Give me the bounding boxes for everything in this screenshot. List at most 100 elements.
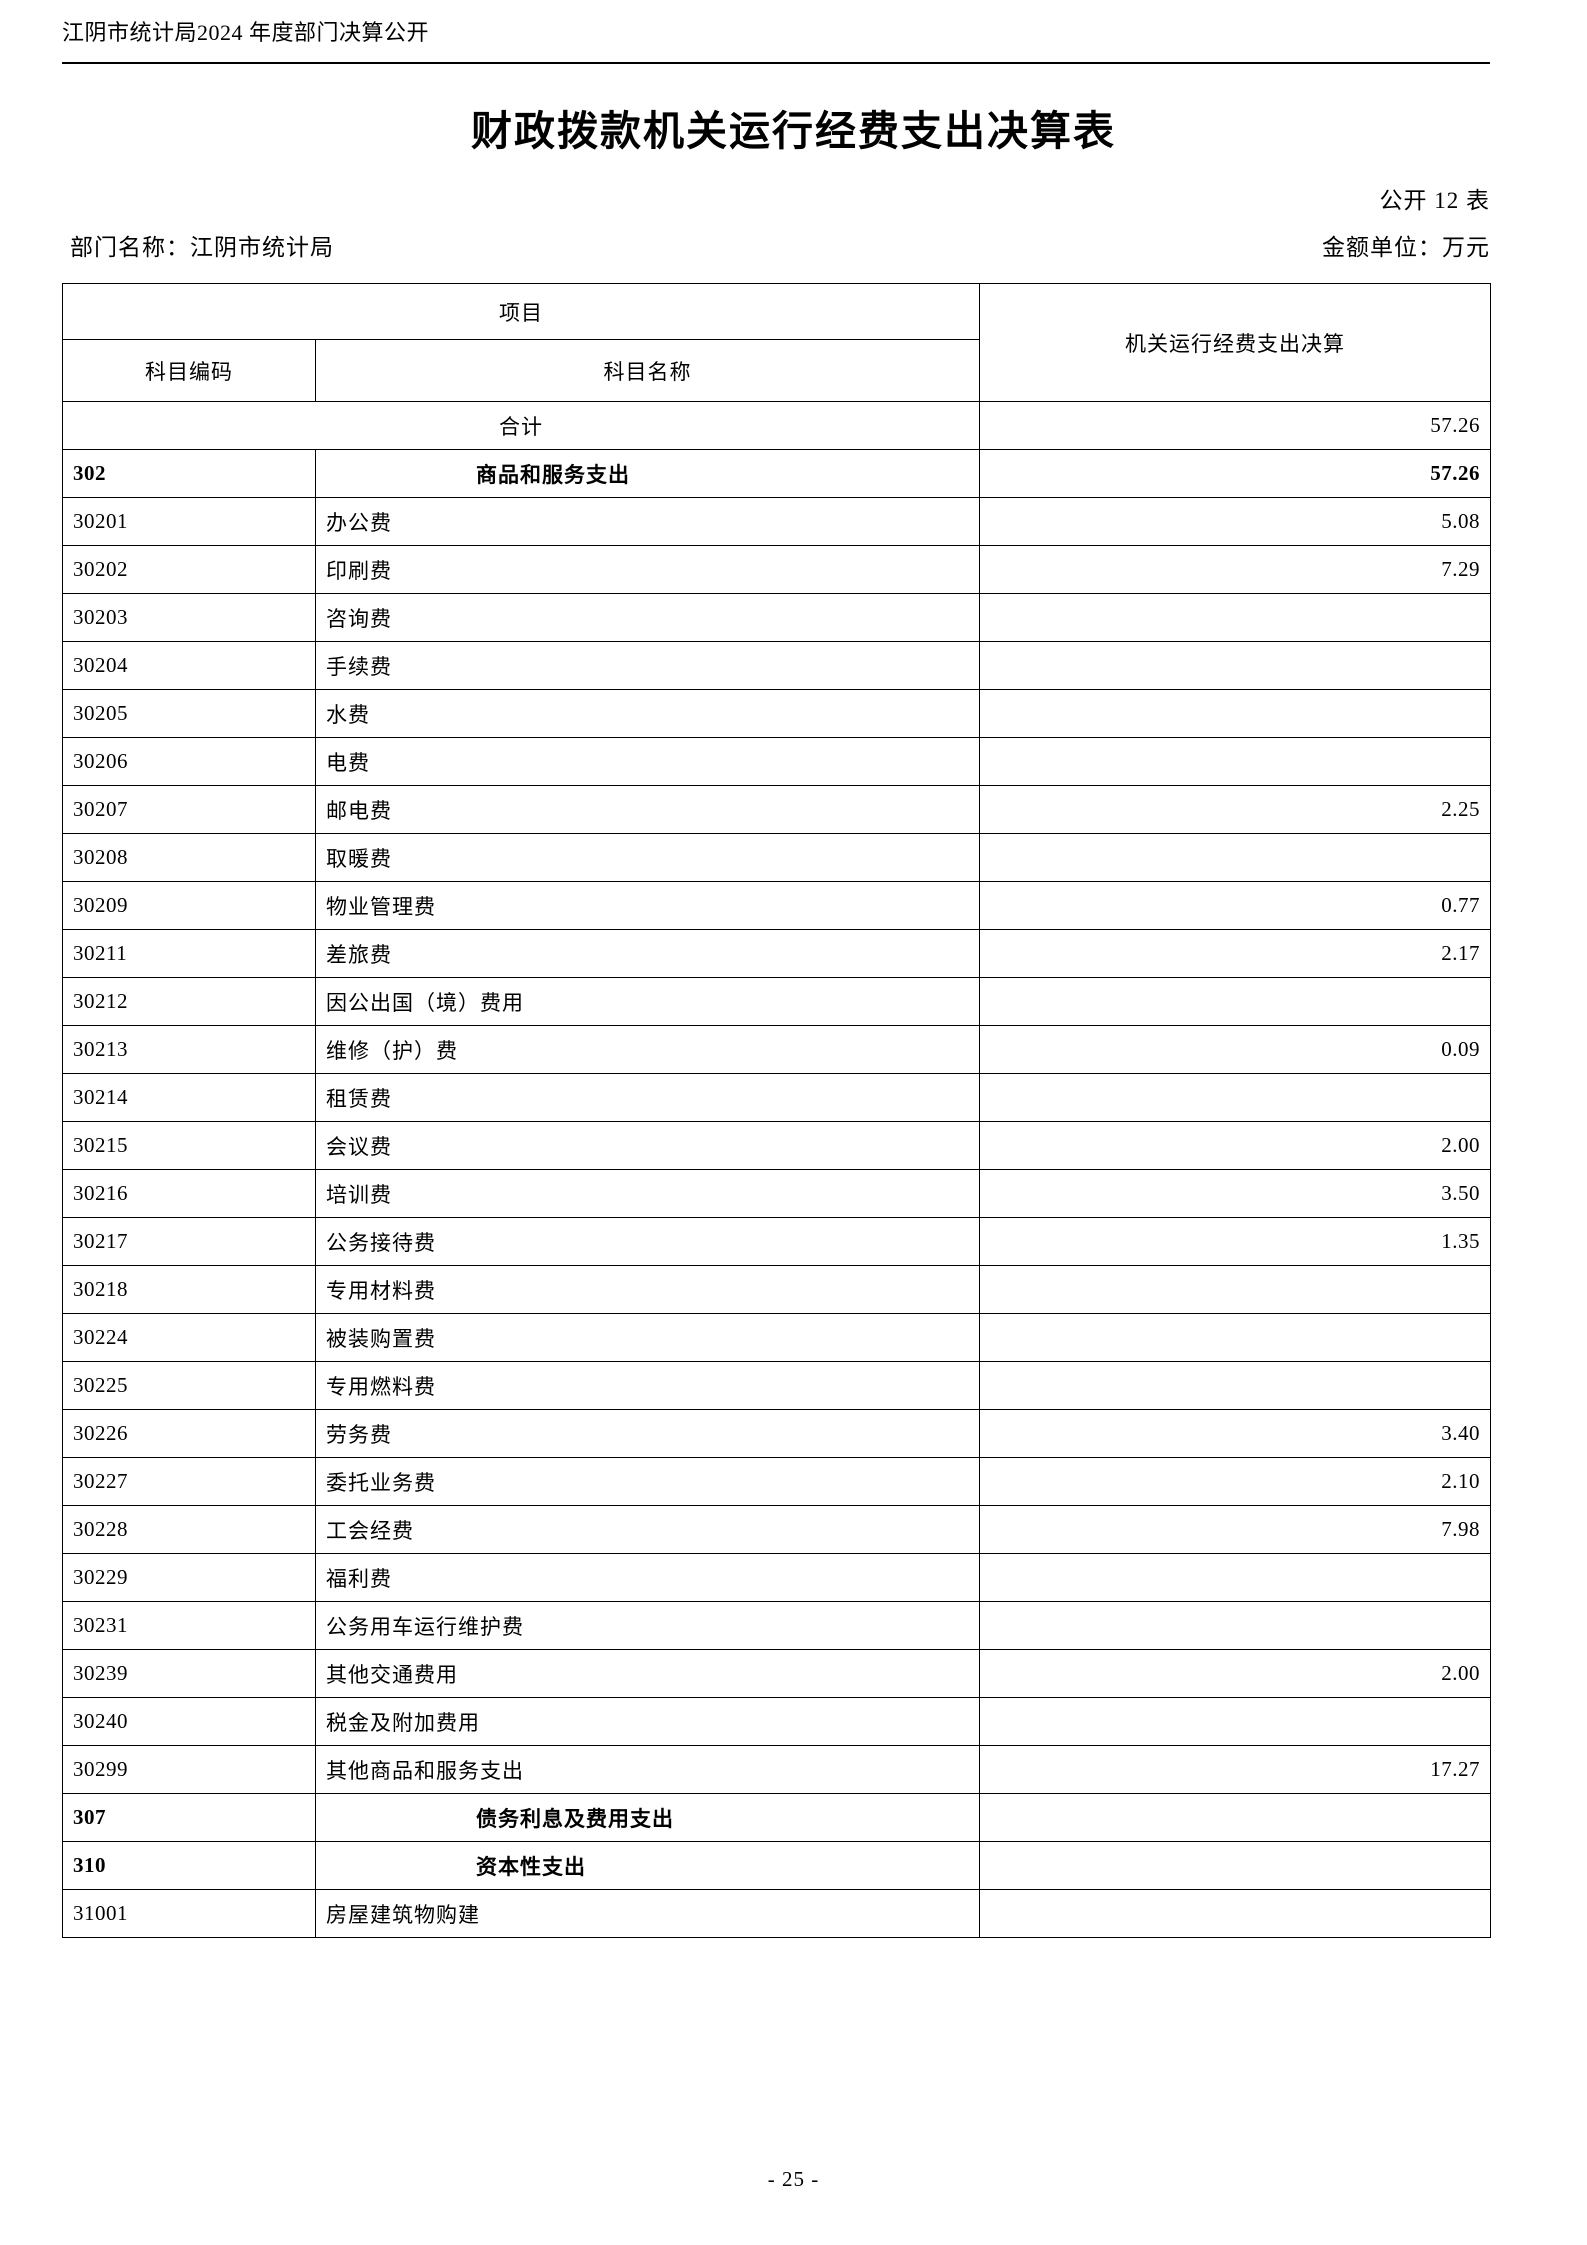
cell-subject-name: 福利费 bbox=[315, 1553, 980, 1602]
cell-subject-name: 邮电费 bbox=[315, 785, 980, 834]
cell-subject-name: 取暖费 bbox=[315, 833, 980, 882]
table-row: 31001 房屋建筑物购建 bbox=[62, 1889, 1491, 1938]
cell-subject-code: 30226 bbox=[62, 1409, 316, 1458]
cell-expenditure-value bbox=[979, 1361, 1491, 1410]
cell-subject-name: 资本性支出 bbox=[315, 1841, 980, 1890]
cell-expenditure-value bbox=[979, 1889, 1491, 1938]
cell-subject-code: 30208 bbox=[62, 833, 316, 882]
cell-subject-name: 其他交通费用 bbox=[315, 1649, 980, 1698]
table-row: 30203 咨询费 bbox=[62, 593, 1491, 642]
budget-table-container: 项目 机关运行经费支出决算 科目编码 科目名称 合计 57.26 302 商品和服… bbox=[62, 283, 1491, 1938]
cell-subject-code: 30218 bbox=[62, 1265, 316, 1314]
cell-subject-code: 30217 bbox=[62, 1217, 316, 1266]
cell-subject-name: 会议费 bbox=[315, 1121, 980, 1170]
cell-subject-name: 债务利息及费用支出 bbox=[315, 1793, 980, 1842]
table-row: 30239 其他交通费用 2.00 bbox=[62, 1649, 1491, 1698]
table-row: 30227 委托业务费 2.10 bbox=[62, 1457, 1491, 1506]
cell-expenditure-value: 7.29 bbox=[979, 545, 1491, 594]
department-name: 部门名称：江阴市统计局 bbox=[70, 235, 334, 260]
table-row: 30240 税金及附加费用 bbox=[62, 1697, 1491, 1746]
cell-expenditure-value: 2.25 bbox=[979, 785, 1491, 834]
table-row: 30231 公务用车运行维护费 bbox=[62, 1601, 1491, 1650]
cell-subject-code: 30214 bbox=[62, 1073, 316, 1122]
cell-subject-name: 专用燃料费 bbox=[315, 1361, 980, 1410]
column-header-name: 科目名称 bbox=[315, 339, 980, 402]
table-head: 项目 机关运行经费支出决算 科目编码 科目名称 bbox=[62, 283, 1491, 402]
table-row: 30211 差旅费 2.17 bbox=[62, 929, 1491, 978]
cell-subject-name: 公务接待费 bbox=[315, 1217, 980, 1266]
cell-subject-code: 30212 bbox=[62, 977, 316, 1026]
cell-subject-code: 310 bbox=[62, 1841, 316, 1890]
cell-subject-code: 30227 bbox=[62, 1457, 316, 1506]
table-row: 30202 印刷费 7.29 bbox=[62, 545, 1491, 594]
table-row-total: 合计 57.26 bbox=[62, 401, 1491, 450]
cell-subject-name: 物业管理费 bbox=[315, 881, 980, 930]
table-row: 30208 取暖费 bbox=[62, 833, 1491, 882]
cell-expenditure-value bbox=[979, 1793, 1491, 1842]
cell-subject-name: 工会经费 bbox=[315, 1505, 980, 1554]
cell-subject-code: 30209 bbox=[62, 881, 316, 930]
cell-expenditure-value: 7.98 bbox=[979, 1505, 1491, 1554]
header-divider bbox=[62, 62, 1490, 64]
cell-expenditure-value bbox=[979, 1841, 1491, 1890]
cell-expenditure-value: 2.00 bbox=[979, 1649, 1491, 1698]
cell-expenditure-value: 1.35 bbox=[979, 1217, 1491, 1266]
cell-subject-code: 302 bbox=[62, 449, 316, 498]
cell-subject-code: 30201 bbox=[62, 497, 316, 546]
cell-expenditure-value bbox=[979, 1073, 1491, 1122]
cell-subject-name: 电费 bbox=[315, 737, 980, 786]
cell-subject-code: 30211 bbox=[62, 929, 316, 978]
total-label: 合计 bbox=[62, 401, 980, 450]
cell-subject-name: 差旅费 bbox=[315, 929, 980, 978]
cell-subject-code: 30205 bbox=[62, 689, 316, 738]
cell-expenditure-value bbox=[979, 1697, 1491, 1746]
table-body: 合计 57.26 302 商品和服务支出 57.26 30201 办公费 5.08 3020… bbox=[62, 401, 1491, 1938]
cell-subject-code: 30202 bbox=[62, 545, 316, 594]
cell-subject-code: 31001 bbox=[62, 1889, 316, 1938]
cell-subject-code: 30207 bbox=[62, 785, 316, 834]
table-row: 30204 手续费 bbox=[62, 641, 1491, 690]
table-row: 30216 培训费 3.50 bbox=[62, 1169, 1491, 1218]
cell-subject-name: 手续费 bbox=[315, 641, 980, 690]
cell-subject-code: 30213 bbox=[62, 1025, 316, 1074]
cell-subject-name: 委托业务费 bbox=[315, 1457, 980, 1506]
cell-expenditure-value bbox=[979, 641, 1491, 690]
cell-expenditure-value: 2.17 bbox=[979, 929, 1491, 978]
cell-expenditure-value: 2.00 bbox=[979, 1121, 1491, 1170]
table-row: 30215 会议费 2.00 bbox=[62, 1121, 1491, 1170]
table-header-row-1: 项目 机关运行经费支出决算 bbox=[62, 283, 1491, 402]
budget-table: 项目 机关运行经费支出决算 科目编码 科目名称 合计 57.26 302 商品和服… bbox=[62, 283, 1491, 1938]
table-row: 30226 劳务费 3.40 bbox=[62, 1409, 1491, 1458]
cell-expenditure-value: 5.08 bbox=[979, 497, 1491, 546]
cell-subject-code: 30239 bbox=[62, 1649, 316, 1698]
cell-subject-name: 房屋建筑物购建 bbox=[315, 1889, 980, 1938]
cell-expenditure-value bbox=[979, 977, 1491, 1026]
page-title: 财政拨款机关运行经费支出决算表 bbox=[471, 108, 1116, 154]
cell-subject-name: 咨询费 bbox=[315, 593, 980, 642]
cell-subject-name: 办公费 bbox=[315, 497, 980, 546]
cell-subject-code: 30299 bbox=[62, 1745, 316, 1794]
table-row: 30214 租赁费 bbox=[62, 1073, 1491, 1122]
cell-subject-code: 30229 bbox=[62, 1553, 316, 1602]
table-row: 30201 办公费 5.08 bbox=[62, 497, 1491, 546]
cell-expenditure-value: 3.40 bbox=[979, 1409, 1491, 1458]
cell-expenditure-value bbox=[979, 689, 1491, 738]
cell-expenditure-value bbox=[979, 1601, 1491, 1650]
cell-subject-code: 30206 bbox=[62, 737, 316, 786]
cell-subject-name: 税金及附加费用 bbox=[315, 1697, 980, 1746]
cell-subject-name: 商品和服务支出 bbox=[315, 449, 980, 498]
cell-expenditure-value bbox=[979, 1553, 1491, 1602]
cell-expenditure-value bbox=[979, 737, 1491, 786]
cell-expenditure-value bbox=[979, 1313, 1491, 1362]
cell-subject-name: 劳务费 bbox=[315, 1409, 980, 1458]
cell-subject-code: 30225 bbox=[62, 1361, 316, 1410]
table-row: 30209 物业管理费 0.77 bbox=[62, 881, 1491, 930]
cell-subject-code: 30215 bbox=[62, 1121, 316, 1170]
cell-subject-code: 30240 bbox=[62, 1697, 316, 1746]
cell-subject-code: 30203 bbox=[62, 593, 316, 642]
amount-unit: 金额单位：万元 bbox=[1322, 235, 1490, 260]
column-header-code: 科目编码 bbox=[62, 339, 316, 402]
cell-subject-name: 水费 bbox=[315, 689, 980, 738]
cell-subject-name: 被装购置费 bbox=[315, 1313, 980, 1362]
